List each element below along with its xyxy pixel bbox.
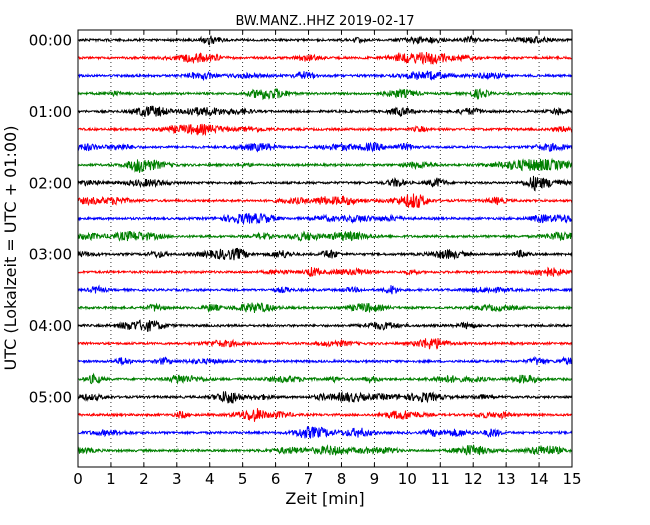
plot-frame [77,29,573,468]
seismic-trace [77,301,573,313]
seismic-trace [77,51,573,66]
x-tick-label: 1 [106,470,116,488]
y-tick-label: 05:00 [29,389,72,407]
x-tick-label: 15 [562,470,581,488]
seismic-trace [77,34,573,46]
x-tick-label: 11 [431,470,450,488]
seismic-trace [77,372,573,385]
y-tick-label: 04:00 [29,317,72,335]
seismic-trace [77,319,573,332]
seismic-trace [77,284,573,295]
seismic-trace [77,212,573,226]
x-tick-label: 10 [398,470,417,488]
seismic-trace [77,105,573,118]
x-axis-label: Zeit [min] [285,489,364,508]
seismic-trace [77,338,573,350]
y-axis-ticks: 00:00 01:00 02:00 03:00 04:00 05:00 [29,32,572,407]
x-tick-label: 7 [304,470,314,488]
seismic-trace [77,444,573,456]
x-tick-label: 12 [464,470,483,488]
x-tick-label: 9 [370,470,380,488]
seismic-trace [77,175,573,192]
y-tick-label: 02:00 [29,174,72,192]
y-axis-label: UTC (Lokalzeit = UTC + 01:00) [1,126,20,371]
y-tick-label: 00:00 [29,32,72,50]
x-tick-label: 0 [73,470,83,488]
seismic-trace [77,157,573,173]
x-tick-label: 3 [172,470,182,488]
y-tick-label: 01:00 [29,103,72,121]
seismic-trace [77,141,573,153]
seismic-trace [77,123,573,137]
seismic-trace [77,355,573,366]
x-tick-label: 5 [238,470,248,488]
seismic-trace [77,390,573,404]
x-tick-label: 14 [530,470,549,488]
x-tick-label: 8 [337,470,347,488]
x-tick-label: 6 [271,470,281,488]
seismic-trace [77,426,573,439]
x-tick-label: 4 [205,470,215,488]
seismic-trace [77,247,573,261]
x-tick-label: 2 [139,470,149,488]
seismic-trace [77,87,573,101]
seismic-trace [77,408,573,422]
seismic-trace [77,230,573,242]
x-axis-ticks: 0 1 2 3 4 5 6 7 8 9 10 11 12 13 14 15 [73,30,582,488]
chart-title: BW.MANZ..HHZ 2019-02-17 [235,14,414,29]
traces [77,34,573,456]
y-tick-label: 03:00 [29,246,72,264]
seismic-trace [77,70,573,81]
seismic-trace [77,193,573,209]
seismic-trace [77,266,573,277]
plot-background [78,30,572,467]
x-tick-label: 13 [497,470,516,488]
